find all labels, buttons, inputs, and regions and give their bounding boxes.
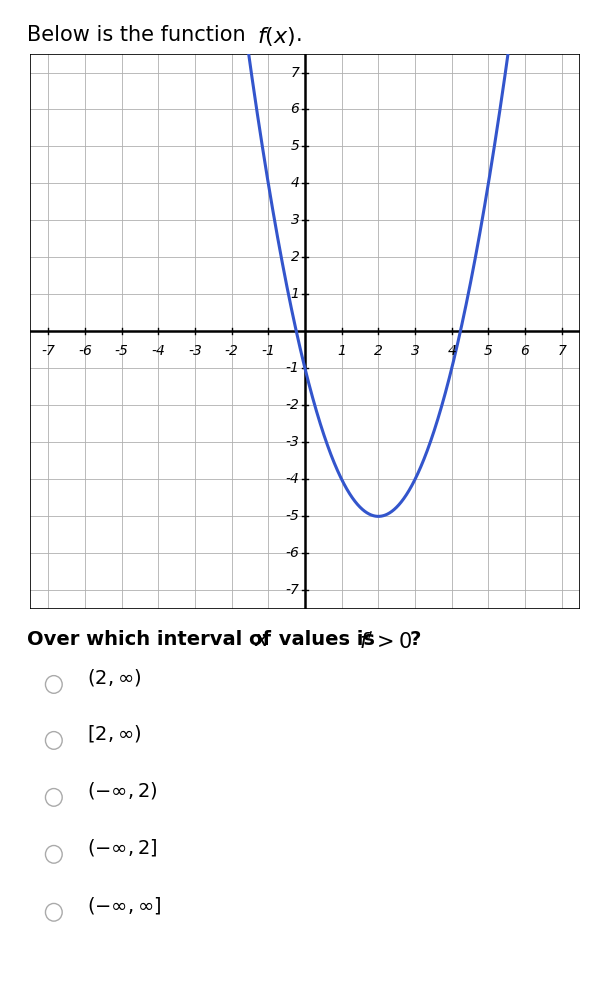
- Text: $(2, \infty)$: $(2, \infty)$: [87, 667, 141, 688]
- Text: -5: -5: [286, 510, 300, 523]
- Text: $[2, \infty)$: $[2, \infty)$: [87, 723, 141, 744]
- Text: -4: -4: [151, 345, 165, 358]
- Text: .: .: [296, 25, 303, 44]
- Text: 2: 2: [374, 345, 383, 358]
- Text: ?: ?: [410, 630, 421, 649]
- Text: 5: 5: [484, 345, 493, 358]
- Text: $x$: $x$: [254, 630, 270, 650]
- Text: 6: 6: [521, 345, 529, 358]
- Text: 7: 7: [291, 66, 300, 80]
- Text: -7: -7: [41, 345, 55, 358]
- Text: $( - \infty, 2)$: $( - \infty, 2)$: [87, 780, 157, 801]
- Text: 1: 1: [291, 288, 300, 301]
- Text: $f' > 0$: $f' > 0$: [359, 630, 412, 652]
- Text: 5: 5: [291, 139, 300, 153]
- Text: 2: 2: [291, 250, 300, 264]
- Text: values is: values is: [272, 630, 382, 649]
- Text: -3: -3: [188, 345, 202, 358]
- Text: -4: -4: [286, 472, 300, 486]
- Text: -1: -1: [286, 361, 300, 375]
- Text: 7: 7: [557, 345, 566, 358]
- Text: 6: 6: [291, 102, 300, 117]
- Text: 4: 4: [291, 177, 300, 191]
- Text: 3: 3: [291, 213, 300, 228]
- Text: $( - \infty, \infty]$: $( - \infty, \infty]$: [87, 895, 161, 916]
- Text: -1: -1: [261, 345, 275, 358]
- Text: 3: 3: [411, 345, 419, 358]
- Text: 4: 4: [447, 345, 456, 358]
- Text: Below is the function: Below is the function: [27, 25, 252, 44]
- Text: -3: -3: [286, 435, 300, 450]
- Text: -7: -7: [286, 583, 300, 597]
- Text: -6: -6: [286, 546, 300, 561]
- Text: -2: -2: [225, 345, 239, 358]
- Text: 1: 1: [337, 345, 346, 358]
- Text: -6: -6: [78, 345, 92, 358]
- Text: $f(x)$: $f(x)$: [257, 25, 295, 47]
- Text: -2: -2: [286, 399, 300, 412]
- Text: $( - \infty, 2]$: $( - \infty, 2]$: [87, 837, 157, 858]
- Text: Over which interval of: Over which interval of: [27, 630, 277, 649]
- Text: -5: -5: [115, 345, 129, 358]
